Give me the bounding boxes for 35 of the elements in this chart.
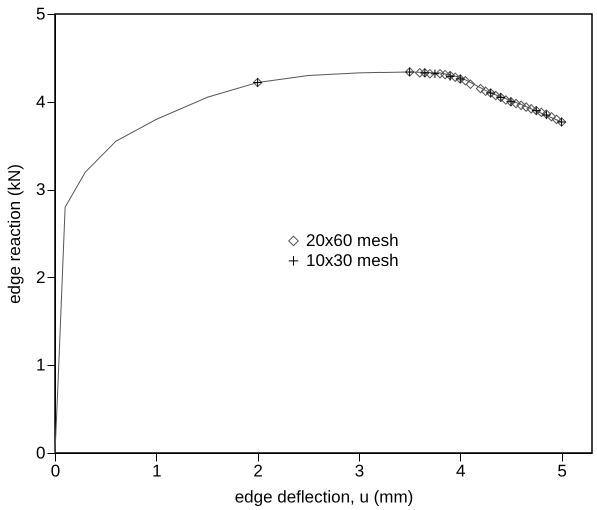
point (460, 76, 470, 86)
x-tick-label: 0 (50, 462, 60, 480)
point (480, 86, 490, 96)
x-tick-label: 1 (152, 462, 162, 480)
legend-label: 20x60 mesh (306, 230, 399, 250)
point (476, 84, 486, 94)
y-tick-label: 1 (36, 356, 46, 375)
point (430, 69, 440, 78)
y-tick-label: 5 (36, 4, 46, 24)
point (450, 72, 460, 82)
y-tick-label: 3 (36, 180, 46, 200)
y-axis-title: edge reaction (kN) (5, 164, 24, 304)
legend-label: 10x30 mesh (306, 250, 399, 270)
y-tick-label: 0 (36, 444, 46, 462)
x-tick-label: 4 (456, 462, 466, 480)
point (466, 80, 476, 89)
point (516, 100, 526, 110)
point (526, 104, 536, 114)
x-axis-title: edge deflection, u (mm) (234, 488, 414, 506)
point (511, 98, 521, 108)
point (552, 114, 562, 124)
x-tick-label: 5 (557, 462, 567, 480)
point (521, 102, 531, 112)
point (440, 70, 450, 80)
point (501, 95, 511, 105)
x-tick-label: 2 (253, 462, 263, 480)
point (415, 68, 424, 78)
point (435, 69, 445, 78)
point (546, 112, 556, 122)
y-tick-label: 2 (36, 268, 46, 287)
point (491, 90, 500, 100)
point (536, 108, 546, 118)
point (425, 69, 435, 78)
y-tick-label: 4 (36, 92, 46, 112)
x-tick-label: 3 (354, 462, 364, 480)
